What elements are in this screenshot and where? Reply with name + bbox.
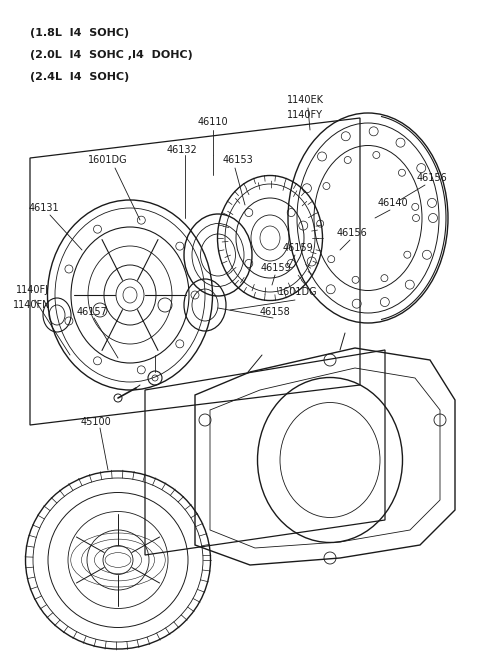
Text: (2.4L  I4  SOHC): (2.4L I4 SOHC) [30, 72, 129, 82]
Text: (1.8L  I4  SOHC): (1.8L I4 SOHC) [30, 28, 129, 38]
Text: 1140FY: 1140FY [287, 110, 323, 120]
Text: 1140FN: 1140FN [13, 300, 51, 310]
Text: 1140FJ: 1140FJ [15, 285, 48, 295]
Text: 46131: 46131 [29, 203, 60, 213]
Text: 46140: 46140 [378, 198, 408, 208]
Text: (2.0L  I4  SOHC ,I4  DOHC): (2.0L I4 SOHC ,I4 DOHC) [30, 50, 193, 60]
Text: 46156: 46156 [417, 173, 447, 183]
Text: 46159: 46159 [261, 263, 291, 273]
Text: 45100: 45100 [81, 417, 111, 427]
Text: 46132: 46132 [167, 145, 197, 155]
Text: 46159: 46159 [283, 243, 313, 253]
Text: 1140EK: 1140EK [287, 95, 324, 105]
Text: 46153: 46153 [223, 155, 253, 165]
Text: 46157: 46157 [77, 307, 108, 317]
Text: 1601DG: 1601DG [278, 287, 318, 297]
Text: 46158: 46158 [260, 307, 290, 317]
Text: 46156: 46156 [336, 228, 367, 238]
Text: 46110: 46110 [198, 117, 228, 127]
Text: 1601DG: 1601DG [88, 155, 128, 165]
